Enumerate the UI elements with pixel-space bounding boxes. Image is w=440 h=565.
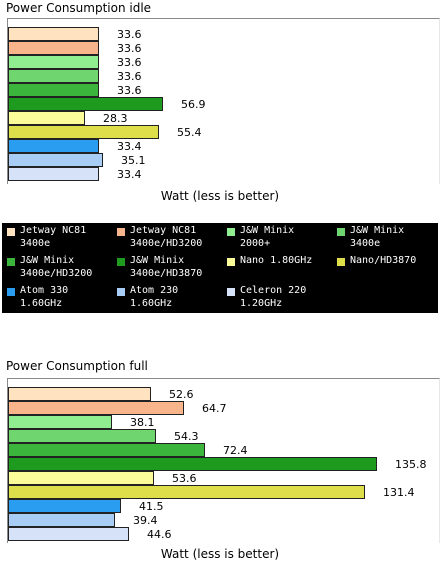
chart-legend: Jetway NC81 3400e Jetway NC81 3400e/HD320…	[2, 223, 438, 313]
idle-bar-value-4: 33.6	[117, 70, 142, 83]
idle-bar-7	[8, 111, 85, 125]
idle-bar-1	[8, 27, 99, 41]
idle-bar-value-8: 55.4	[177, 126, 202, 139]
legend-swatch	[7, 228, 15, 236]
legend-swatch	[337, 228, 345, 236]
full-bar-value-10: 39.4	[133, 514, 158, 527]
full-bar-value-11: 44.6	[147, 528, 172, 541]
full-bar-value-1: 52.6	[169, 388, 194, 401]
legend-label: Jetway NC81 3400e/HD3200	[130, 225, 203, 249]
legend-item-3: J&W Minix 2000+	[222, 223, 332, 253]
legend-item-7: Nano 1.80GHz	[222, 253, 332, 283]
idle-bar-2	[8, 41, 99, 55]
full-bar-10	[8, 513, 115, 527]
x-axis-label-idle: Watt (less is better)	[160, 189, 280, 203]
full-bar-1	[8, 387, 151, 401]
full-bar-value-9: 41.5	[139, 500, 164, 513]
full-bar-value-7: 53.6	[172, 472, 197, 485]
idle-bar-value-1: 33.6	[117, 28, 142, 41]
full-bar-5	[8, 443, 205, 457]
legend-label: Nano/HD3870	[350, 255, 417, 266]
legend-item-5: J&W Minix 3400e/HD3200	[2, 253, 112, 283]
idle-bar-10	[8, 153, 103, 167]
legend-item-10: Atom 230 1.60GHz	[112, 283, 222, 313]
full-bar-value-8: 131.4	[383, 486, 415, 499]
full-bar-9	[8, 499, 121, 513]
full-bar-value-4: 54.3	[174, 430, 199, 443]
idle-bar-4	[8, 69, 99, 83]
full-bar-value-6: 135.8	[395, 458, 427, 471]
legend-label: J&W Minix 3400e/HD3200	[20, 255, 93, 279]
legend-label: Celeron 220 1.20GHz	[240, 285, 307, 309]
idle-bar-value-2: 33.6	[117, 42, 142, 55]
legend-item-2: Jetway NC81 3400e/HD3200	[112, 223, 222, 253]
idle-bar-9	[8, 139, 99, 153]
legend-swatch	[7, 288, 15, 296]
full-bar-11	[8, 527, 129, 541]
legend-item-4: J&W Minix 3400e	[332, 223, 440, 253]
plot-area-full: 52.6 64.7 38.1 54.3 72.4 135.8 53.6 131.4 41.5 39…	[7, 378, 440, 543]
idle-bar-6	[8, 97, 163, 111]
idle-bar-8	[8, 125, 159, 139]
legend-swatch	[117, 258, 125, 266]
legend-label: J&W Minix 3400e/HD3870	[130, 255, 203, 279]
legend-label: Atom 230 1.60GHz	[130, 285, 179, 309]
full-bar-6	[8, 457, 377, 471]
legend-label: J&W Minix 2000+	[240, 225, 295, 249]
full-bar-2	[8, 401, 184, 415]
idle-bar-value-10: 35.1	[121, 154, 146, 167]
legend-swatch	[117, 228, 125, 236]
full-bar-4	[8, 429, 156, 443]
legend-swatch	[337, 258, 345, 266]
legend-swatch	[227, 228, 235, 236]
legend-item-6: J&W Minix 3400e/HD3870	[112, 253, 222, 283]
idle-bar-value-5: 33.6	[117, 84, 142, 97]
plot-area-idle: 33.6 33.6 33.6 33.6 33.6 56.9 28.3 55.4 33.4 35.1…	[7, 18, 440, 184]
idle-bar-11	[8, 167, 99, 181]
legend-label: Atom 330 1.60GHz	[20, 285, 69, 309]
legend-item-11: Celeron 220 1.20GHz	[222, 283, 332, 313]
full-bar-7	[8, 471, 154, 485]
x-axis-label-full: Watt (less is better)	[160, 547, 280, 561]
idle-bar-5	[8, 83, 99, 97]
legend-item-1: Jetway NC81 3400e	[2, 223, 112, 253]
idle-bar-3	[8, 55, 99, 69]
chart-title-full: Power Consumption full	[6, 359, 148, 373]
full-bar-3	[8, 415, 112, 429]
full-bar-value-2: 64.7	[202, 402, 227, 415]
idle-bar-value-6: 56.9	[181, 98, 206, 111]
full-bar-value-5: 72.4	[223, 444, 248, 457]
idle-bar-value-7: 28.3	[103, 112, 128, 125]
legend-swatch	[7, 258, 15, 266]
legend-label: Nano 1.80GHz	[240, 255, 313, 266]
full-bar-value-3: 38.1	[130, 416, 155, 429]
idle-bar-value-9: 33.4	[117, 140, 142, 153]
legend-swatch	[227, 258, 235, 266]
legend-swatch	[227, 288, 235, 296]
legend-item-8: Nano/HD3870	[332, 253, 440, 283]
idle-bar-value-11: 33.4	[117, 168, 142, 181]
legend-label: Jetway NC81 3400e	[20, 225, 87, 249]
full-bar-8	[8, 485, 365, 499]
legend-item-9: Atom 330 1.60GHz	[2, 283, 112, 313]
chart-title-idle: Power Consumption idle	[6, 1, 152, 15]
idle-bar-value-3: 33.6	[117, 56, 142, 69]
legend-label: J&W Minix 3400e	[350, 225, 405, 249]
legend-swatch	[117, 288, 125, 296]
